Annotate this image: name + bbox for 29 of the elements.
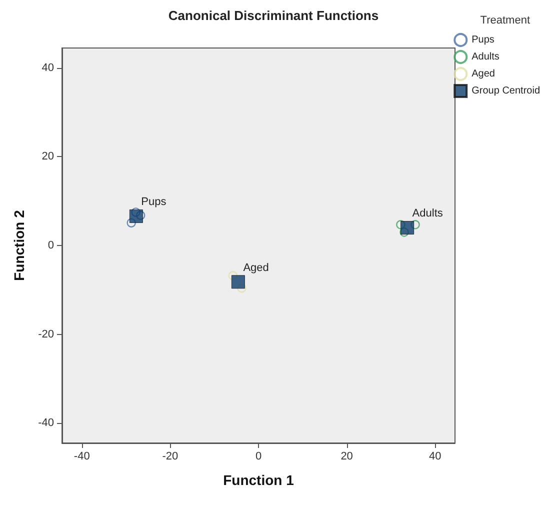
y-tick-label: -20 — [38, 328, 54, 340]
y-tick-label: 0 — [48, 240, 54, 252]
chart-title: Canonical Discriminant Functions — [168, 8, 379, 23]
point — [129, 209, 143, 223]
annotation: Adults — [412, 208, 444, 220]
x-tick-label: 0 — [255, 450, 262, 462]
y-tick-label: -40 — [38, 417, 54, 430]
x-tick-label: -40 — [74, 450, 90, 462]
point — [410, 220, 420, 230]
legend-label: Pups — [472, 34, 494, 46]
legend-label: Group Centroid — [472, 86, 540, 96]
point — [126, 218, 136, 228]
x-tick-label: 20 — [340, 450, 353, 462]
point — [231, 275, 245, 289]
x-tick-label: -20 — [162, 450, 178, 462]
legend-label: Aged — [472, 68, 495, 80]
legend-label: Adults — [472, 52, 500, 62]
point — [396, 220, 406, 230]
x-axis-title: Function 1 — [223, 472, 294, 488]
annotation: Aged — [243, 262, 269, 274]
x-tick-label: 40 — [429, 450, 442, 462]
point — [400, 220, 414, 234]
annotation: Pups — [141, 196, 167, 208]
y-tick-label: 40 — [42, 62, 54, 74]
legend-title: Treatment — [480, 14, 530, 26]
y-tick-label: 20 — [42, 150, 54, 163]
point — [237, 284, 246, 293]
point — [228, 271, 238, 280]
y-axis-title: Function 2 — [11, 210, 27, 281]
